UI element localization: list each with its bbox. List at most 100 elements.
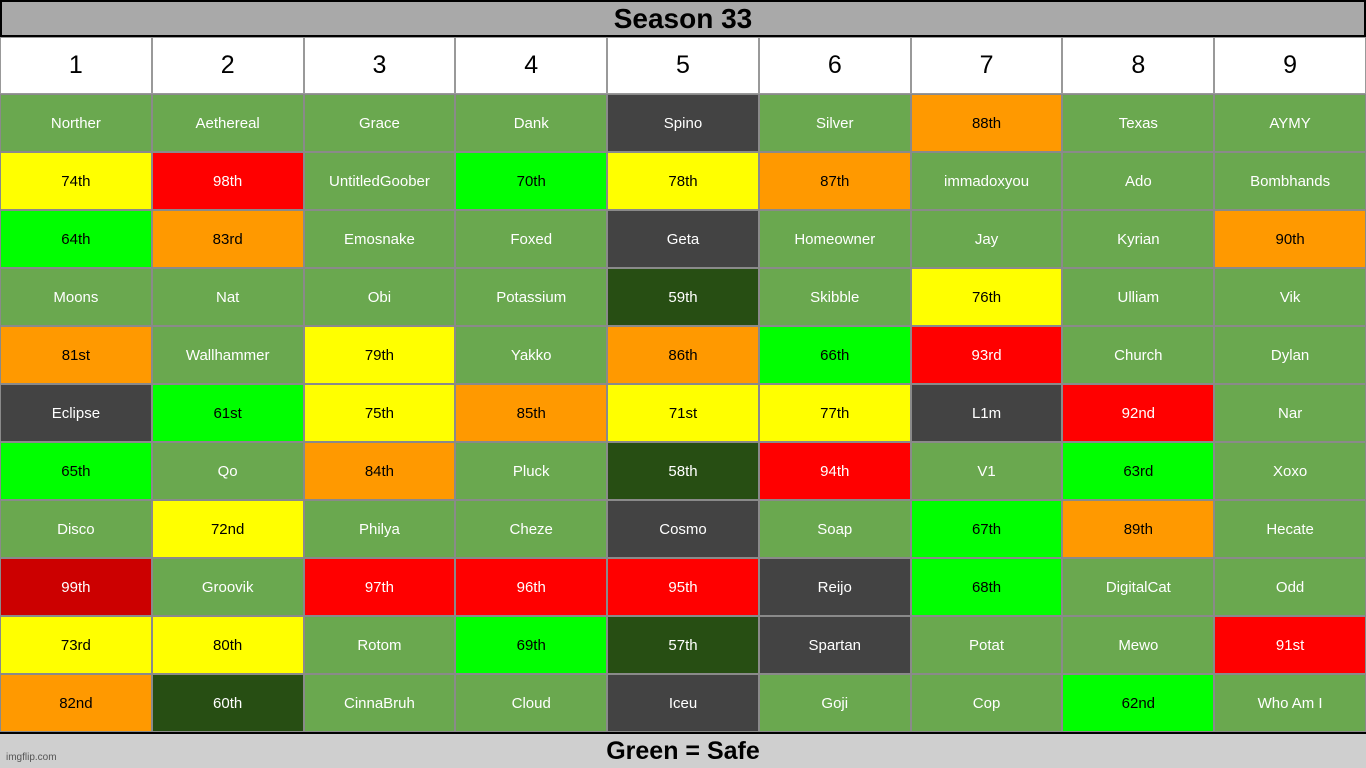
grid-cell: 70th bbox=[455, 152, 608, 210]
grid-cell: 59th bbox=[607, 268, 759, 326]
grid-cell: Qo bbox=[151, 442, 304, 500]
column-header: 9 bbox=[1214, 37, 1366, 94]
column-header: 3 bbox=[303, 37, 456, 94]
grid-cell: 82nd bbox=[0, 674, 152, 732]
grid-cell: Cosmo bbox=[607, 500, 759, 558]
grid-cell: AYMY bbox=[1214, 94, 1366, 152]
grid-cell: Cop bbox=[910, 674, 1063, 732]
legend-footer: Green = Safe bbox=[0, 732, 1366, 768]
column-header: 8 bbox=[1062, 37, 1215, 94]
grid-cell: Spino bbox=[607, 94, 759, 152]
grid-cell: Who Am I bbox=[1214, 674, 1366, 732]
grid-cell: Grace bbox=[303, 94, 456, 152]
grid-cell: 94th bbox=[758, 442, 911, 500]
grid-cell: Silver bbox=[758, 94, 911, 152]
grid-cell: Mewo bbox=[1062, 616, 1215, 674]
grid-cell: 87th bbox=[758, 152, 911, 210]
grid-cell: 98th bbox=[151, 152, 304, 210]
grid-cell: Ado bbox=[1062, 152, 1215, 210]
grid-cell: 58th bbox=[607, 442, 759, 500]
player-grid: Norther Aethereal Grace Dank Spino Silver 88th… bbox=[0, 94, 1366, 732]
grid-cell: Nat bbox=[151, 268, 304, 326]
grid-cell: 77th bbox=[758, 384, 911, 442]
grid-cell: Soap bbox=[758, 500, 911, 558]
column-header: 4 bbox=[455, 37, 608, 94]
grid-cell: Rotom bbox=[303, 616, 456, 674]
grid-cell: Wallhammer bbox=[151, 326, 304, 384]
grid-cell: Foxed bbox=[455, 210, 608, 268]
grid-cell: Potat bbox=[910, 616, 1063, 674]
grid-cell: Kyrian bbox=[1062, 210, 1215, 268]
grid-cell: 76th bbox=[910, 268, 1063, 326]
grid-cell: 83rd bbox=[151, 210, 304, 268]
grid-cell: CinnaBruh bbox=[303, 674, 456, 732]
grid-cell: 75th bbox=[303, 384, 456, 442]
grid-cell: Vik bbox=[1214, 268, 1366, 326]
grid-cell: 89th bbox=[1062, 500, 1215, 558]
grid-cell: Philya bbox=[303, 500, 456, 558]
grid-cell: immadoxyou bbox=[910, 152, 1063, 210]
grid-cell: 81st bbox=[0, 326, 152, 384]
grid-cell: 80th bbox=[151, 616, 304, 674]
grid-cell: 85th bbox=[455, 384, 608, 442]
grid-cell: Xoxo bbox=[1214, 442, 1366, 500]
grid-cell: 74th bbox=[0, 152, 152, 210]
grid-cell: Odd bbox=[1214, 558, 1366, 616]
grid-cell: Homeowner bbox=[758, 210, 911, 268]
grid-cell: Texas bbox=[1062, 94, 1215, 152]
grid-cell: Cheze bbox=[455, 500, 608, 558]
grid-cell: Spartan bbox=[758, 616, 911, 674]
season-title: Season 33 bbox=[0, 0, 1366, 37]
grid-cell: 96th bbox=[455, 558, 608, 616]
grid-cell: 63rd bbox=[1062, 442, 1215, 500]
grid-cell: 79th bbox=[303, 326, 456, 384]
column-header: 2 bbox=[151, 37, 304, 94]
grid-cell: 95th bbox=[607, 558, 759, 616]
column-header: 1 bbox=[0, 37, 152, 94]
grid-cell: Pluck bbox=[455, 442, 608, 500]
grid-cell: 72nd bbox=[151, 500, 304, 558]
grid-cell: Norther bbox=[0, 94, 152, 152]
grid-cell: Bombhands bbox=[1214, 152, 1366, 210]
grid-cell: 62nd bbox=[1062, 674, 1215, 732]
grid-cell: 84th bbox=[303, 442, 456, 500]
column-header: 6 bbox=[758, 37, 911, 94]
grid-cell: Groovik bbox=[151, 558, 304, 616]
grid-cell: Aethereal bbox=[151, 94, 304, 152]
column-header: 5 bbox=[607, 37, 759, 94]
grid-cell: 65th bbox=[0, 442, 152, 500]
grid-cell: L1m bbox=[910, 384, 1063, 442]
watermark: imgflip.com bbox=[6, 752, 57, 763]
grid-cell: Iceu bbox=[607, 674, 759, 732]
grid-cell: V1 bbox=[910, 442, 1063, 500]
grid-cell: 91st bbox=[1214, 616, 1366, 674]
grid-cell: 64th bbox=[0, 210, 152, 268]
grid-cell: UntitledGoober bbox=[303, 152, 456, 210]
grid-cell: 97th bbox=[303, 558, 456, 616]
grid-cell: Church bbox=[1062, 326, 1215, 384]
grid-cell: 99th bbox=[0, 558, 152, 616]
grid-cell: 67th bbox=[910, 500, 1063, 558]
grid-cell: 69th bbox=[455, 616, 608, 674]
grid-cell: 93rd bbox=[910, 326, 1063, 384]
grid-cell: Ulliam bbox=[1062, 268, 1215, 326]
grid-cell: DigitalCat bbox=[1062, 558, 1215, 616]
column-header: 7 bbox=[910, 37, 1063, 94]
grid-cell: Emosnake bbox=[303, 210, 456, 268]
grid-cell: 90th bbox=[1214, 210, 1366, 268]
grid-cell: Eclipse bbox=[0, 384, 152, 442]
grid-cell: Goji bbox=[758, 674, 911, 732]
grid-cell: 66th bbox=[758, 326, 911, 384]
grid-cell: 86th bbox=[607, 326, 759, 384]
grid-cell: Cloud bbox=[455, 674, 608, 732]
grid-cell: 57th bbox=[607, 616, 759, 674]
grid-cell: Disco bbox=[0, 500, 152, 558]
grid-cell: Hecate bbox=[1214, 500, 1366, 558]
grid-cell: 71st bbox=[607, 384, 759, 442]
grid-cell: Dank bbox=[455, 94, 608, 152]
grid-cell: 61st bbox=[151, 384, 304, 442]
grid-cell: 73rd bbox=[0, 616, 152, 674]
grid-cell: 60th bbox=[151, 674, 304, 732]
